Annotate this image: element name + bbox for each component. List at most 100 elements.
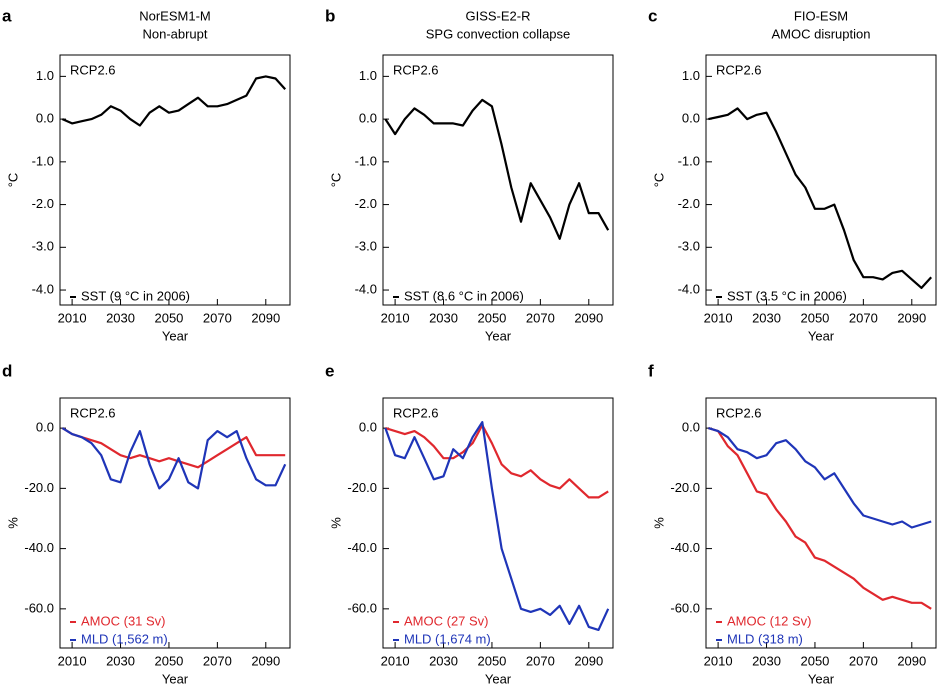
plot-frame [705, 54, 937, 306]
panel-label: b [325, 6, 335, 25]
x-tick-label: 2010 [704, 653, 733, 668]
x-tick-label: 2090 [897, 653, 926, 668]
annotation: RCP2.6 [716, 405, 762, 420]
annotation: RCP2.6 [716, 62, 762, 77]
x-tick-label: 2030 [429, 310, 458, 325]
data-line [384, 421, 610, 631]
annotation: RCP2.6 [393, 405, 439, 420]
data-line [708, 427, 932, 529]
legend-label: SST (3.5 °C in 2006) [727, 288, 847, 303]
x-tick-label: 2090 [897, 310, 926, 325]
y-tick-label: 0.0 [682, 111, 700, 126]
panel-subtitle: AMOC disruption [772, 26, 871, 41]
panel: f 2010 2030 2050 2070 2090 0.0 -20.0 -40.0 -60.0 Y… [648, 361, 937, 686]
legend-label: MLD (318 m) [727, 631, 803, 646]
x-tick-label: 2050 [154, 310, 183, 325]
annotation: RCP2.6 [70, 62, 116, 77]
x-tick-label: 2010 [58, 310, 87, 325]
x-tick-label: 2070 [526, 653, 555, 668]
y-tick-label: -2.0 [355, 196, 377, 211]
panel-label: a [2, 6, 12, 25]
y-tick-label: 0.0 [359, 420, 377, 435]
x-tick-label: 2050 [800, 310, 829, 325]
x-tick-label: 2010 [381, 653, 410, 668]
y-tick-label: -1.0 [32, 153, 54, 168]
y-tick-label: -60.0 [24, 600, 54, 615]
plot-frame [59, 54, 291, 306]
x-tick-label: 2010 [704, 310, 733, 325]
y-axis-label: % [651, 517, 666, 529]
y-axis-label: °C [328, 173, 343, 188]
x-tick-label: 2010 [58, 653, 87, 668]
x-tick-label: 2050 [800, 653, 829, 668]
y-tick-label: -2.0 [678, 196, 700, 211]
x-tick-label: 2030 [752, 310, 781, 325]
panel-title: GISS-E2-R [465, 8, 530, 23]
x-tick-label: 2070 [849, 310, 878, 325]
annotation: RCP2.6 [393, 62, 439, 77]
x-axis-label: Year [485, 328, 512, 343]
x-axis-label: Year [485, 671, 512, 686]
data-line [385, 424, 609, 499]
x-axis-label: Year [162, 671, 189, 686]
legend-label: MLD (1,562 m) [81, 631, 168, 646]
y-tick-label: -20.0 [347, 480, 377, 495]
y-tick-label: -4.0 [32, 281, 54, 296]
data-line [384, 98, 610, 240]
annotation: RCP2.6 [70, 405, 116, 420]
y-tick-label: -20.0 [670, 480, 700, 495]
plot-frame [382, 397, 614, 649]
panel: e 2010 2030 2050 2070 2090 0.0 -20.0 -40.0 -60.0 Y… [325, 361, 614, 686]
y-tick-label: -3.0 [678, 239, 700, 254]
y-tick-label: 0.0 [359, 111, 377, 126]
y-tick-label: 0.0 [682, 420, 700, 435]
y-axis-label: % [328, 517, 343, 529]
data-line [61, 427, 286, 469]
data-line [61, 427, 287, 490]
x-tick-label: 2090 [574, 653, 603, 668]
panel-label: f [648, 361, 654, 380]
y-tick-label: -1.0 [355, 153, 377, 168]
x-tick-label: 2090 [251, 653, 280, 668]
plot-frame [59, 397, 291, 649]
x-tick-label: 2050 [477, 653, 506, 668]
panel: d 2010 2030 2050 2070 2090 0.0 -20.0 -40.0 -60.0 Y… [2, 361, 291, 686]
x-tick-label: 2070 [526, 310, 555, 325]
panel-subtitle: Non-abrupt [142, 26, 207, 41]
y-tick-label: 1.0 [359, 68, 377, 83]
y-tick-label: -4.0 [355, 281, 377, 296]
plot-frame [705, 397, 937, 649]
y-axis-label: °C [651, 173, 666, 188]
x-tick-label: 2050 [154, 653, 183, 668]
legend-label: MLD (1,674 m) [404, 631, 491, 646]
x-tick-label: 2070 [203, 310, 232, 325]
y-tick-label: 0.0 [36, 111, 54, 126]
y-tick-label: -2.0 [32, 196, 54, 211]
y-tick-label: -60.0 [670, 600, 700, 615]
y-tick-label: -20.0 [24, 480, 54, 495]
panel-subtitle: SPG convection collapse [426, 26, 571, 41]
y-tick-label: -40.0 [670, 540, 700, 555]
x-tick-label: 2030 [752, 653, 781, 668]
x-tick-label: 2030 [106, 310, 135, 325]
x-tick-label: 2010 [381, 310, 410, 325]
y-tick-label: 1.0 [682, 68, 700, 83]
x-tick-label: 2030 [429, 653, 458, 668]
x-axis-label: Year [808, 671, 835, 686]
x-tick-label: 2050 [477, 310, 506, 325]
legend-label: SST (9 °C in 2006) [81, 288, 190, 303]
panel: a NorESM1-M Non-abrupt 2010 2030 2050 2070 2090… [2, 6, 291, 343]
y-tick-label: -40.0 [24, 540, 54, 555]
x-tick-label: 2070 [203, 653, 232, 668]
x-axis-label: Year [808, 328, 835, 343]
panel-title: FIO-ESM [794, 8, 848, 23]
y-tick-label: -3.0 [355, 239, 377, 254]
y-tick-label: -3.0 [32, 239, 54, 254]
x-tick-label: 2030 [106, 653, 135, 668]
y-tick-label: -40.0 [347, 540, 377, 555]
panel: b GISS-E2-R SPG convection collapse 2010 203… [325, 6, 614, 343]
panel-label: c [648, 6, 657, 25]
legend-label: AMOC (12 Sv) [727, 613, 812, 628]
y-tick-label: -60.0 [347, 600, 377, 615]
